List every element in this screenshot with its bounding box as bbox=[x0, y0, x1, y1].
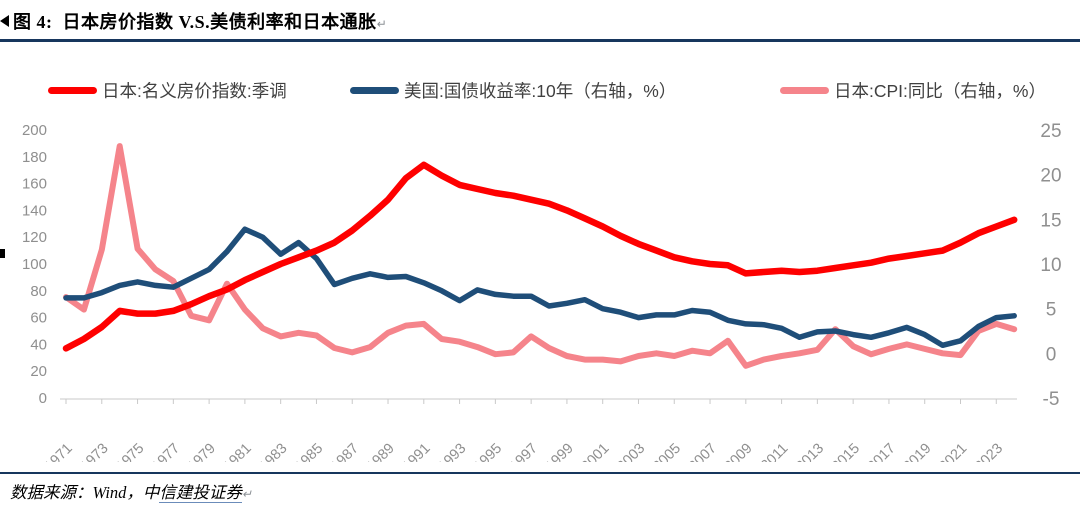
x-tick-label: 2007 bbox=[686, 441, 720, 462]
x-tick-label: 2013 bbox=[793, 441, 827, 462]
return-mark-icon: ↵ bbox=[376, 17, 388, 31]
x-tick-label: 2011 bbox=[758, 441, 791, 462]
left-axis-tick-label: 20 bbox=[30, 363, 47, 380]
x-tick-label: 2001 bbox=[578, 441, 612, 462]
x-tick-label: 1993 bbox=[435, 441, 469, 462]
x-tick-label: 1979 bbox=[185, 441, 219, 462]
left-axis-tick-label: 40 bbox=[30, 336, 47, 353]
left-margin-mark bbox=[0, 249, 5, 258]
x-tick-label: 2015 bbox=[829, 441, 863, 462]
x-tick-label: 1997 bbox=[507, 441, 541, 462]
left-axis-tick-label: 140 bbox=[22, 202, 47, 219]
left-axis-tick-label: 120 bbox=[22, 229, 47, 246]
us10y-line bbox=[63, 226, 1017, 349]
source-link[interactable]: 信建投证券 bbox=[159, 483, 242, 503]
legend-label-us10y: 美国:国债收益率:10年（右轴，%） bbox=[404, 80, 677, 101]
x-tick-label: 1995 bbox=[471, 441, 505, 462]
x-tick-label: 2003 bbox=[614, 441, 648, 462]
right-axis-tick-label: 25 bbox=[1040, 121, 1061, 142]
paragraph-bullet-icon bbox=[0, 15, 9, 27]
x-tick-label: 1983 bbox=[256, 441, 290, 462]
right-axis-tick-label: -5 bbox=[1043, 389, 1060, 410]
left-axis-tick-label: 0 bbox=[39, 390, 47, 407]
x-tick-label: 2017 bbox=[865, 441, 899, 462]
title-divider bbox=[0, 39, 1080, 42]
x-tick-label: 1973 bbox=[77, 441, 111, 462]
legend-label-housing: 日本:名义房价指数:季调 bbox=[102, 80, 287, 101]
footer-return-mark-icon: ↵ bbox=[241, 487, 252, 501]
x-tick-label: 1975 bbox=[113, 441, 147, 462]
housing-line bbox=[62, 161, 1018, 352]
left-axis-tick-label: 180 bbox=[22, 149, 47, 166]
legend-item-cpi: 日本:CPI:同比（右轴，%） bbox=[780, 79, 1046, 101]
footer-divider bbox=[0, 472, 1080, 474]
data-source-prefix: 数据来源：Wind，中 bbox=[10, 483, 160, 502]
x-tick-label: 1981 bbox=[221, 441, 255, 462]
x-tick-label: 1987 bbox=[328, 441, 362, 462]
x-tick-label: 2005 bbox=[650, 441, 684, 462]
x-tick-label: 1989 bbox=[364, 441, 398, 462]
line-chart: 1971 1973 1975 1977 1979 1981 1983 1985 1987 1989… bbox=[22, 121, 1062, 462]
legend-label-cpi: 日本:CPI:同比（右轴，%） bbox=[834, 80, 1046, 101]
left-axis-tick-label: 100 bbox=[22, 256, 47, 273]
right-axis-tick-label: 0 bbox=[1046, 344, 1057, 365]
cpi-series-swatch-icon bbox=[780, 86, 829, 94]
left-axis-tick-label: 200 bbox=[22, 122, 47, 139]
x-tick-label: 1991 bbox=[399, 441, 433, 462]
x-tick-label: 1977 bbox=[149, 441, 183, 462]
cpi-line bbox=[63, 143, 1018, 369]
x-tick-label: 2023 bbox=[972, 441, 1006, 462]
left-axis-tick-label: 80 bbox=[30, 283, 47, 300]
right-axis-tick-label: 10 bbox=[1040, 255, 1061, 276]
x-tick-label: 1985 bbox=[292, 441, 326, 462]
legend-item-housing: 日本:名义房价指数:季调 bbox=[48, 79, 287, 101]
x-tick-label: 2019 bbox=[900, 441, 934, 462]
x-tick-label: 2021 bbox=[936, 441, 970, 462]
data-source: 数据来源：Wind，中信建投证券↵ bbox=[10, 479, 252, 503]
x-tick-label: 2009 bbox=[722, 441, 756, 462]
figure-title-text: 图 4: 日本房价指数 V.S.美债利率和日本通胀 bbox=[13, 12, 377, 32]
right-axis-tick-label: 15 bbox=[1040, 210, 1061, 231]
figure-title: 图 4: 日本房价指数 V.S.美债利率和日本通胀↵ bbox=[13, 8, 387, 34]
left-axis-tick-label: 60 bbox=[30, 310, 47, 327]
right-axis-tick-label: 5 bbox=[1046, 300, 1057, 321]
x-tick-label: 1971 bbox=[42, 441, 76, 462]
x-tick-label: 1999 bbox=[543, 441, 577, 462]
us10y-series-swatch-icon bbox=[350, 86, 399, 94]
housing-series-swatch-icon bbox=[48, 86, 97, 94]
legend-item-us10y: 美国:国债收益率:10年（右轴，%） bbox=[350, 79, 676, 101]
right-axis-tick-label: 20 bbox=[1040, 166, 1061, 187]
left-axis-tick-label: 160 bbox=[22, 176, 47, 193]
